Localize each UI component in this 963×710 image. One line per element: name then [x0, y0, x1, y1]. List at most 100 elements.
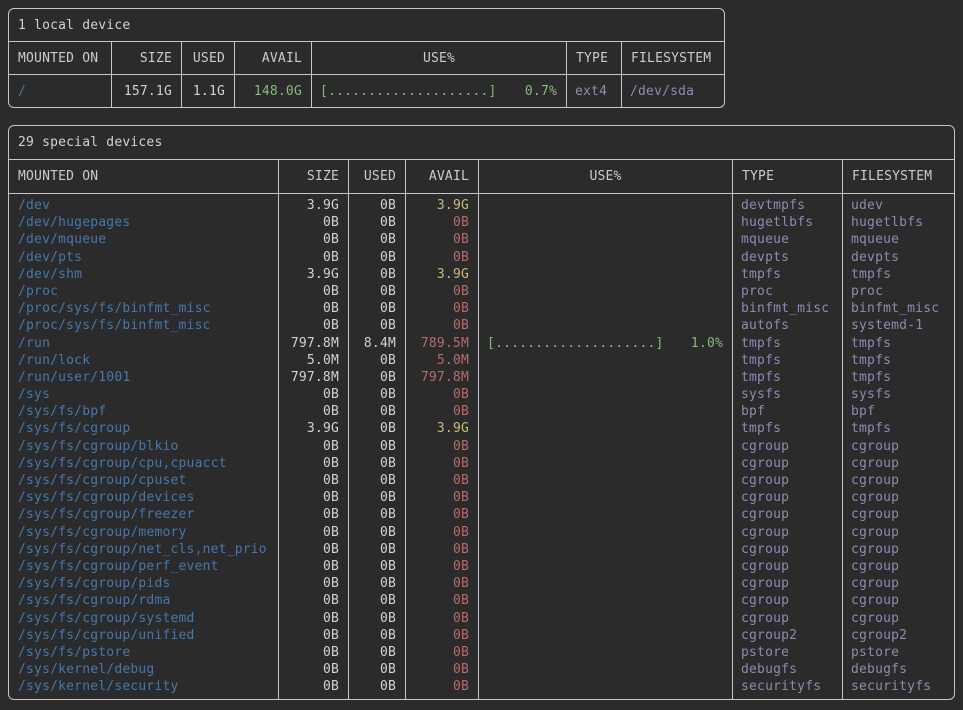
filesystem-cell: tmpfs — [851, 421, 892, 437]
type-cell: cgroup — [741, 438, 790, 454]
local-devices-table: 1 local device MOUNTED ON SIZE USED AVAI… — [8, 8, 725, 108]
filesystem-cell: tmpfs — [851, 335, 892, 351]
table-row: /sys/fs/cgroup/cpu,cpuacct 0B 0B 0B cgro… — [9, 455, 954, 472]
size-cell: 0B — [322, 524, 339, 540]
avail-cell: 0B — [452, 387, 469, 403]
table-row: /sys/kernel/security 0B 0B 0B securityfs… — [9, 678, 954, 695]
avail-cell: 797.8M — [420, 369, 469, 385]
used-cell: 0B — [379, 576, 396, 592]
column-divider — [405, 194, 406, 700]
used-cell: 1.1G — [192, 83, 225, 99]
filesystem-cell: tmpfs — [851, 369, 892, 385]
type-cell: pstore — [741, 644, 790, 660]
avail-cell: 0B — [452, 576, 469, 592]
mount-cell: /sys/kernel/security — [18, 679, 179, 695]
size-cell: 0B — [322, 404, 339, 420]
used-cell: 0B — [379, 662, 396, 678]
type-cell: debugfs — [741, 662, 798, 678]
type-cell: tmpfs — [741, 352, 782, 368]
type-cell: cgroup — [741, 455, 790, 471]
avail-cell: 0B — [452, 662, 469, 678]
size-cell: 797.8M — [290, 369, 339, 385]
type-cell: devtmpfs — [741, 198, 806, 213]
type-cell: cgroup — [741, 490, 790, 506]
column-divider — [111, 75, 112, 107]
filesystem-cell: bpf — [851, 404, 876, 420]
used-cell: 0B — [379, 679, 396, 695]
filesystem-cell: systemd-1 — [851, 318, 924, 334]
mount-cell: /run/user/1001 — [18, 369, 131, 385]
filesystem-cell: hugetlbfs — [851, 215, 924, 231]
size-cell: 0B — [322, 232, 339, 248]
size-cell: 0B — [322, 644, 339, 660]
table-row: /dev/pts 0B 0B 0B devpts devpts — [9, 249, 954, 266]
filesystem-cell: sysfs — [851, 387, 892, 403]
used-cell: 0B — [379, 593, 396, 609]
filesystem-cell: cgroup — [851, 593, 900, 609]
used-cell: 0B — [379, 644, 396, 660]
used-cell: 0B — [379, 627, 396, 643]
used-cell: 0B — [379, 421, 396, 437]
filesystem-cell: cgroup — [851, 507, 900, 523]
size-cell: 0B — [322, 387, 339, 403]
used-cell: 0B — [379, 438, 396, 454]
table-body: / 157.1G 1.1G 148.0G [..................… — [9, 75, 724, 107]
used-cell: 0B — [379, 198, 396, 213]
mount-cell: /proc/sys/fs/binfmt_misc — [18, 318, 211, 334]
usage-bar: [....................] — [487, 335, 664, 351]
use-percent-cell: [....................] 0.7% — [311, 84, 566, 99]
column-header-filesystem: FILESYSTEM — [621, 42, 724, 74]
avail-cell: 0B — [452, 627, 469, 643]
table-row: /sys 0B 0B 0B sysfs sysfs — [9, 386, 954, 403]
mount-cell: /sys/fs/cgroup/freezer — [18, 507, 195, 523]
mount-cell: /sys/fs/cgroup/unified — [18, 627, 195, 643]
avail-cell: 3.9G — [436, 198, 469, 213]
size-cell: 0B — [322, 283, 339, 299]
column-header-use-pct: USE% — [478, 160, 732, 193]
avail-cell: 0B — [452, 593, 469, 609]
mount-cell: /sys/fs/cgroup/blkio — [18, 438, 179, 454]
filesystem-cell: cgroup — [851, 438, 900, 454]
column-header-type: TYPE — [566, 42, 621, 74]
table-row: /sys/fs/pstore 0B 0B 0B pstore pstore — [9, 644, 954, 661]
size-cell: 0B — [322, 438, 339, 454]
mount-cell: /run — [18, 335, 51, 351]
type-cell: cgroup — [741, 473, 790, 488]
used-cell: 0B — [379, 404, 396, 420]
mount-cell: / — [18, 83, 27, 99]
column-divider — [732, 194, 733, 700]
column-header-avail: AVAIL — [405, 160, 478, 193]
type-cell: cgroup — [741, 541, 790, 557]
table-row: /dev/shm 3.9G 0B 3.9G tmpfs tmpfs — [9, 266, 954, 283]
size-cell: 0B — [322, 507, 339, 523]
usage-bar: [....................] — [320, 83, 497, 99]
column-divider — [478, 194, 479, 700]
size-cell: 0B — [322, 593, 339, 609]
size-cell: 0B — [322, 627, 339, 643]
column-header-mounted-on: MOUNTED ON — [18, 50, 99, 66]
type-cell: sysfs — [741, 387, 782, 403]
table-row: /run/lock 5.0M 0B 5.0M tmpfs tmpfs — [9, 352, 954, 369]
size-cell: 0B — [322, 558, 339, 574]
filesystem-cell: cgroup — [851, 490, 900, 506]
column-header-size: SIZE — [111, 42, 181, 74]
used-cell: 0B — [379, 455, 396, 471]
table-title: 1 local device — [9, 9, 724, 42]
column-header-mounted-on: MOUNTED ON — [18, 169, 99, 184]
column-divider — [234, 75, 235, 107]
used-cell: 0B — [379, 490, 396, 506]
column-divider — [278, 194, 279, 700]
filesystem-cell: cgroup — [851, 473, 900, 488]
table-row: /run 797.8M 8.4M 789.5M [...............… — [9, 335, 954, 352]
used-cell: 0B — [379, 215, 396, 231]
used-cell: 0B — [379, 369, 396, 385]
table-row: /sys/fs/cgroup/pids 0B 0B 0B cgroup cgro… — [9, 575, 954, 592]
filesystem-cell: debugfs — [851, 662, 908, 678]
mount-cell: /dev/pts — [18, 249, 83, 265]
mount-cell: /sys/kernel/debug — [18, 662, 155, 678]
type-cell: cgroup — [741, 558, 790, 574]
avail-cell: 0B — [452, 404, 469, 420]
column-header-used: USED — [348, 160, 405, 193]
used-cell: 0B — [379, 524, 396, 540]
type-cell: tmpfs — [741, 369, 782, 385]
